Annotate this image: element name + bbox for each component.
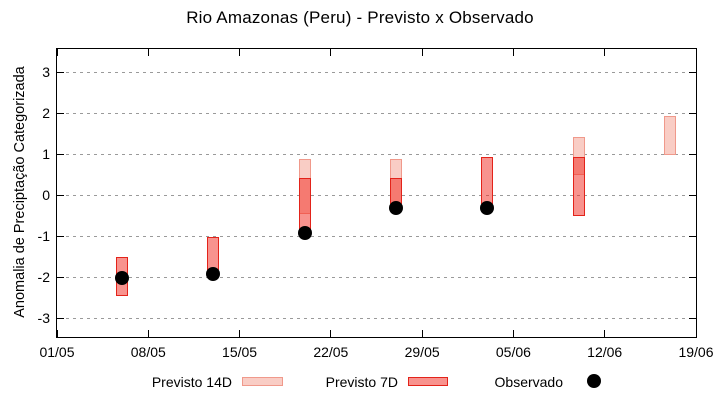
x-axis-tick bbox=[147, 330, 149, 337]
y-axis-tick bbox=[57, 154, 64, 156]
y-tick-label: -3 bbox=[37, 309, 50, 326]
x-tick-label: 12/06 bbox=[587, 344, 623, 360]
y-axis-tick bbox=[57, 277, 64, 279]
x-axis-tick bbox=[147, 49, 149, 56]
y-tick-label: 2 bbox=[42, 104, 50, 121]
y-tick-label: 3 bbox=[42, 63, 50, 80]
legend-label-previsto-14d: Previsto 14D bbox=[151, 374, 232, 390]
gridline bbox=[59, 154, 694, 156]
x-tick-label: 08/05 bbox=[130, 344, 166, 360]
y-axis-tick bbox=[689, 154, 696, 156]
observado-dot bbox=[389, 201, 404, 216]
observado-dot bbox=[297, 225, 312, 240]
x-axis-tick bbox=[330, 49, 332, 56]
x-axis-tick bbox=[512, 49, 514, 56]
y-tick-label: -2 bbox=[37, 268, 50, 285]
gridline bbox=[59, 72, 694, 74]
y-axis-tick bbox=[689, 113, 696, 115]
observado-dot bbox=[206, 266, 221, 281]
previsto-7d-bar bbox=[207, 236, 220, 270]
legend-label-previsto-7d: Previsto 7D bbox=[325, 374, 398, 390]
y-axis-tick bbox=[57, 113, 64, 115]
y-axis-tick bbox=[57, 72, 64, 74]
y-tick-label: -1 bbox=[37, 227, 50, 244]
previsto-14d-swatch-icon bbox=[242, 377, 283, 386]
previsto-7d-bar bbox=[390, 177, 403, 205]
y-axis-tick bbox=[57, 195, 64, 197]
previsto-7d-bar bbox=[298, 177, 311, 231]
x-axis-tick bbox=[56, 49, 58, 56]
x-axis-tick bbox=[421, 330, 423, 337]
y-tick-label: 0 bbox=[42, 186, 50, 203]
x-axis-tick bbox=[330, 330, 332, 337]
observado-dot bbox=[480, 201, 495, 216]
previsto-14d-bar bbox=[663, 116, 676, 155]
gridline bbox=[59, 318, 694, 320]
y-axis-tick bbox=[689, 236, 696, 238]
x-tick-label: 29/05 bbox=[404, 344, 440, 360]
gridline bbox=[59, 113, 694, 115]
gridline bbox=[59, 277, 694, 279]
x-tick-label: 22/05 bbox=[313, 344, 349, 360]
x-tick-label: 05/06 bbox=[495, 344, 531, 360]
y-tick-label: 1 bbox=[42, 145, 50, 162]
legend-label-observado: Observado bbox=[494, 374, 563, 390]
y-axis-tick bbox=[689, 195, 696, 197]
x-axis-tick bbox=[604, 330, 606, 337]
y-axis-tick bbox=[689, 318, 696, 320]
previsto-7d-swatch-icon bbox=[408, 377, 448, 386]
x-tick-label: 01/05 bbox=[39, 344, 75, 360]
plot-area bbox=[56, 48, 697, 338]
observado-dot bbox=[115, 270, 130, 285]
chart-title: Rio Amazonas (Peru) - Previsto x Observa… bbox=[186, 8, 534, 27]
y-axis-tick bbox=[57, 318, 64, 320]
observado-dot-icon bbox=[587, 374, 601, 388]
x-axis-tick bbox=[604, 49, 606, 56]
x-axis-tick bbox=[239, 330, 241, 337]
previsto-7d-bar bbox=[572, 157, 585, 217]
x-axis-tick bbox=[512, 330, 514, 337]
y-axis-tick bbox=[689, 72, 696, 74]
previsto-7d-bar bbox=[481, 157, 494, 205]
gridline bbox=[59, 195, 694, 197]
x-axis-tick bbox=[56, 330, 58, 337]
x-tick-label: 15/05 bbox=[222, 344, 258, 360]
x-tick-label: 19/06 bbox=[678, 344, 714, 360]
y-axis-tick bbox=[689, 277, 696, 279]
x-axis-tick bbox=[695, 330, 697, 337]
x-axis-tick bbox=[421, 49, 423, 56]
gridline bbox=[59, 236, 694, 238]
x-axis-tick bbox=[695, 49, 697, 56]
y-axis-tick bbox=[57, 236, 64, 238]
x-axis-tick bbox=[239, 49, 241, 56]
